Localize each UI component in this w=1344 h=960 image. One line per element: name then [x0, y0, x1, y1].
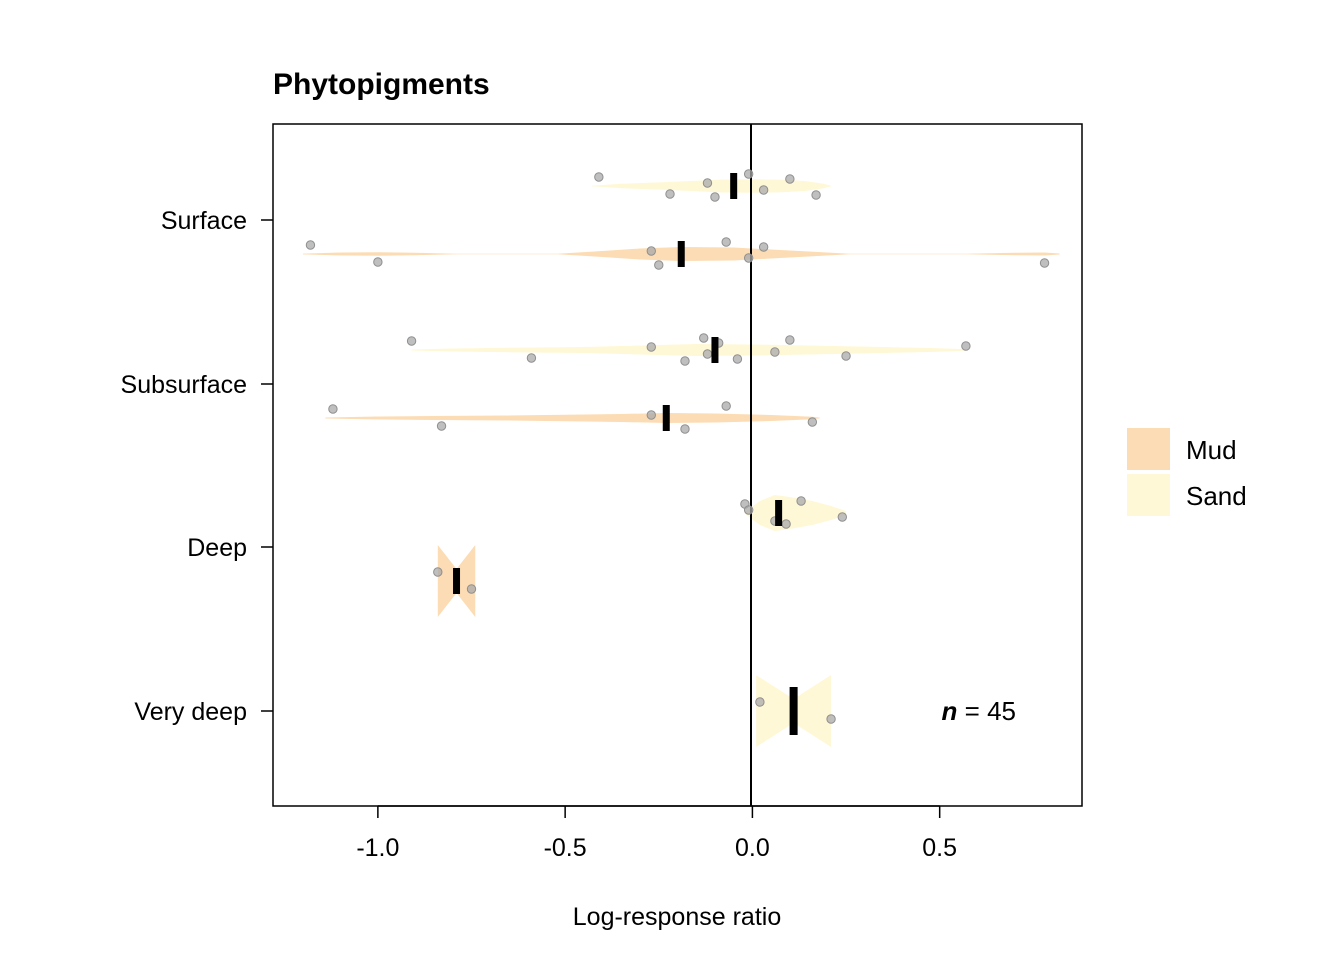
mean-marker-subsurface-mud — [662, 405, 670, 431]
data-point-subsurface-sand — [785, 335, 795, 345]
data-point-very-deep-sand — [755, 697, 765, 707]
data-point-surface-sand — [785, 174, 795, 184]
data-point-subsurface-sand — [841, 351, 851, 361]
legend-swatch-sand — [1127, 474, 1170, 516]
sample-size-value: = 45 — [957, 696, 1016, 726]
data-point-subsurface-mud — [436, 421, 447, 431]
data-point-surface-sand — [811, 190, 821, 200]
violin-deep-sand — [744, 495, 847, 531]
legend: Mud Sand — [1127, 428, 1247, 516]
sample-size-symbol: n — [942, 696, 958, 726]
mean-marker-surface-mud — [677, 241, 685, 267]
data-point-surface-sand — [594, 172, 604, 182]
x-tick-label: -1.0 — [356, 834, 399, 862]
data-point-surface-sand — [665, 189, 675, 199]
data-point-surface-mud — [654, 260, 664, 270]
data-point-subsurface-mud — [680, 424, 690, 434]
violin-subsurface-sand — [411, 344, 966, 356]
mean-marker-deep-mud — [453, 568, 461, 594]
data-point-subsurface-sand — [732, 354, 743, 364]
y-tick-label-very-deep: Very deep — [134, 698, 247, 726]
data-point-surface-sand — [702, 178, 713, 188]
data-point-deep-mud — [433, 567, 443, 577]
mean-layer — [453, 173, 798, 735]
data-point-subsurface-sand — [702, 349, 713, 359]
data-point-surface-mud — [758, 242, 769, 252]
mean-marker-subsurface-sand — [711, 337, 719, 363]
data-point-subsurface-sand — [680, 356, 690, 366]
x-tick-label: 0.0 — [735, 834, 770, 862]
data-point-subsurface-sand — [526, 353, 537, 363]
violin-surface-sand — [591, 179, 832, 193]
y-axis: Surface Subsurface Deep Very deep — [121, 207, 273, 726]
data-point-subsurface-mud — [807, 417, 818, 427]
data-point-surface-mud — [646, 246, 656, 256]
x-tick-label: 0.5 — [922, 834, 957, 862]
mean-marker-very-deep-sand — [789, 687, 798, 735]
data-point-surface-mud — [305, 240, 316, 250]
point-layer — [305, 169, 1050, 724]
x-axis-label: Log-response ratio — [573, 903, 781, 931]
chart-title: Phytopigments — [273, 68, 490, 101]
legend-label-mud: Mud — [1186, 435, 1237, 465]
mean-marker-surface-sand — [730, 173, 738, 199]
sample-size-annotation: n = 45 — [942, 696, 1016, 726]
data-point-deep-sand — [781, 519, 791, 529]
legend-label-sand: Sand — [1186, 481, 1247, 511]
data-point-surface-mud — [1039, 258, 1050, 268]
data-point-subsurface-sand — [406, 336, 417, 346]
data-point-deep-sand — [743, 505, 754, 515]
data-point-subsurface-sand — [961, 341, 971, 351]
violin-subsurface-mud — [325, 413, 820, 423]
data-point-deep-sand — [796, 496, 806, 506]
y-tick-label-deep: Deep — [187, 534, 247, 562]
data-point-surface-sand — [710, 192, 720, 202]
data-point-surface-mud — [721, 237, 731, 247]
data-point-surface-mud — [743, 253, 754, 263]
data-point-subsurface-sand — [646, 342, 656, 352]
data-point-subsurface-mud — [721, 401, 731, 411]
y-tick-label-subsurface: Subsurface — [121, 371, 247, 399]
y-tick-label-surface: Surface — [161, 207, 247, 235]
legend-swatch-mud — [1127, 428, 1170, 470]
data-point-deep-sand — [837, 512, 847, 522]
data-point-deep-mud — [466, 584, 477, 594]
data-point-subsurface-mud — [646, 410, 656, 420]
x-axis: -1.0 -0.5 0.0 0.5 — [356, 805, 957, 862]
data-point-subsurface-sand — [770, 347, 780, 357]
data-point-surface-sand — [758, 185, 769, 195]
data-point-surface-mud — [373, 257, 383, 267]
data-point-subsurface-sand — [699, 333, 709, 343]
data-point-subsurface-mud — [328, 404, 338, 414]
x-tick-label: -0.5 — [544, 834, 587, 862]
mean-marker-deep-sand — [775, 500, 783, 526]
data-point-very-deep-sand — [826, 714, 836, 724]
data-point-surface-sand — [743, 169, 754, 179]
